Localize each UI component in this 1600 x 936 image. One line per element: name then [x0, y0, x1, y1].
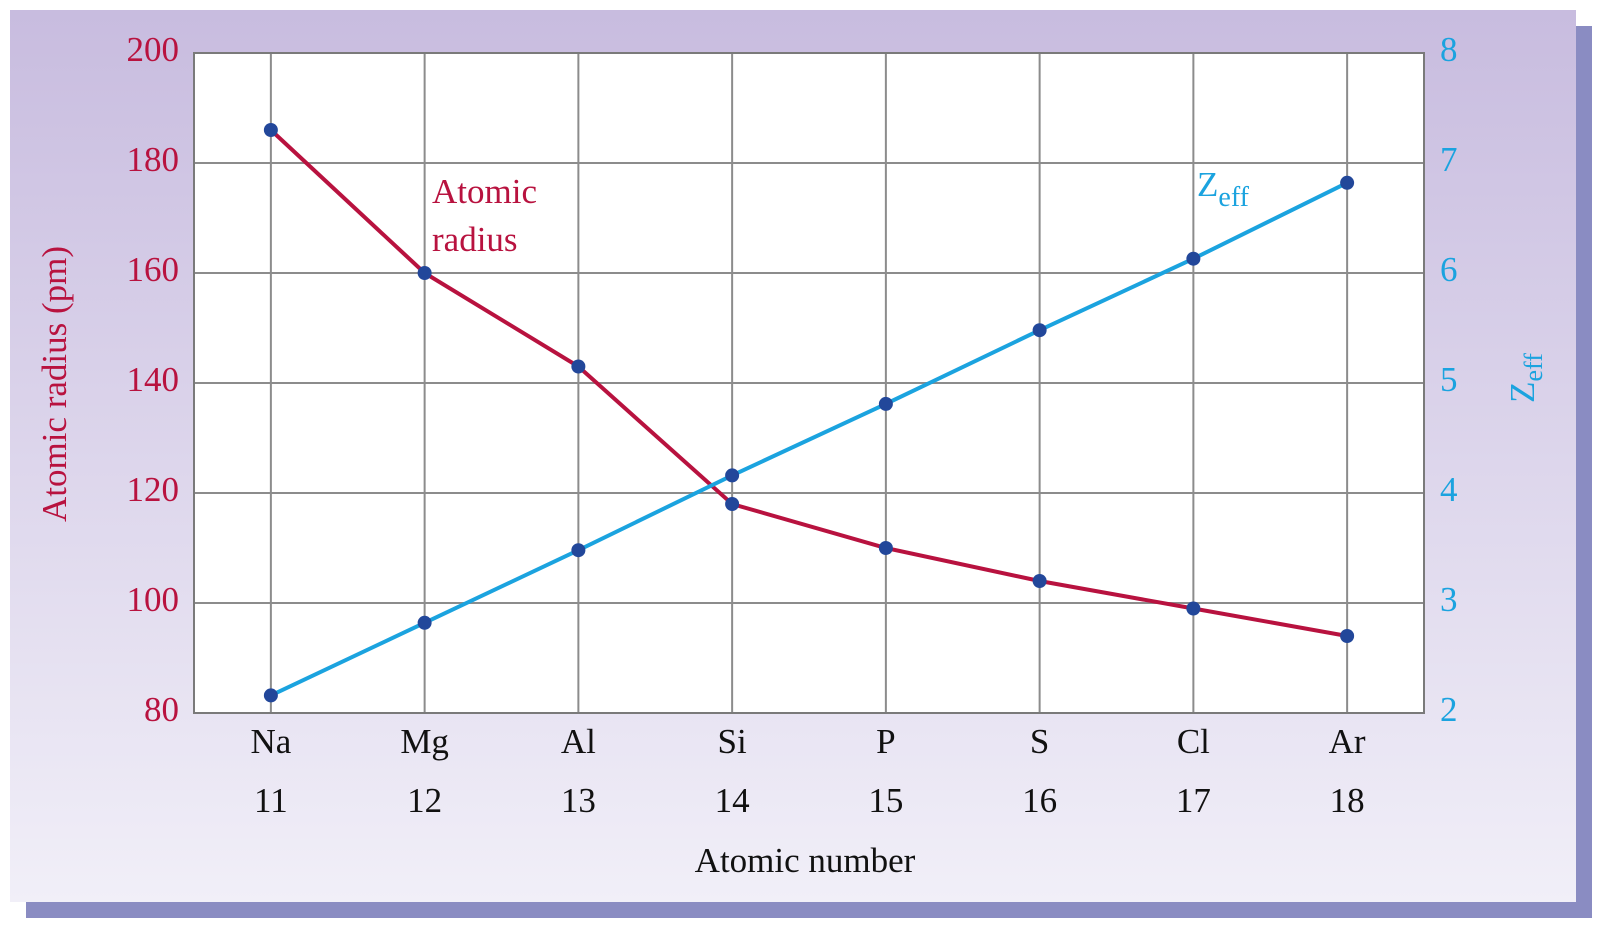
data-point [1340, 175, 1355, 190]
y-tick-label: 120 [127, 470, 180, 509]
data-point [725, 468, 740, 483]
data-point [417, 615, 432, 630]
data-point [417, 266, 432, 280]
x-tick-number: 12 [407, 781, 442, 820]
data-point [1032, 574, 1047, 588]
x-axis-label: Atomic number [695, 841, 916, 880]
x-tick-label: P [876, 722, 895, 761]
plot-layer: 80 100 120 140 160 180 200 2 3 4 5 6 7 8 Na 11 Mg 12 Al 13 S… [35, 30, 1548, 880]
x-tick-label: S [1030, 722, 1049, 761]
data-point [263, 123, 278, 137]
y2-axis-label-main: Z [1503, 382, 1542, 403]
y2-axis-label-sub: eff [1519, 353, 1548, 382]
y2-tick-label: 2 [1440, 690, 1458, 729]
y2-axis-label: Zeff [1503, 353, 1548, 403]
y-tick-label: 140 [127, 360, 180, 399]
y2-tick-label: 5 [1440, 360, 1458, 399]
plot-frame [193, 52, 1425, 714]
y2-tick-label: 3 [1440, 580, 1458, 619]
x-tick-number: 16 [1022, 781, 1057, 820]
y-tick-label: 80 [144, 690, 179, 729]
data-point [1186, 601, 1201, 616]
data-point [725, 497, 740, 511]
y-tick-label: 200 [127, 30, 180, 69]
x-tick-label: Mg [400, 722, 449, 761]
data-point [263, 688, 278, 703]
y2-tick-label: 8 [1440, 30, 1458, 69]
data-point [571, 359, 586, 374]
x-tick-number: 11 [254, 781, 288, 820]
y-tick-label: 160 [127, 250, 180, 289]
x-tick-number: 13 [561, 781, 596, 820]
x-tick-number: 15 [868, 781, 903, 820]
y2-tick-label: 4 [1440, 470, 1458, 509]
y2-tick-label: 6 [1440, 250, 1458, 289]
x-tick-label: Cl [1177, 722, 1210, 761]
x-tick-label: Na [250, 722, 291, 761]
data-point [1032, 323, 1047, 338]
data-point [878, 541, 893, 555]
y-axis-label: Atomic radius (pm) [35, 246, 74, 522]
y-tick-label: 100 [127, 580, 180, 619]
series-annotation-sub: eff [1218, 182, 1249, 213]
x-tick-label: Al [561, 722, 596, 761]
data-point [1340, 629, 1355, 643]
series-annotation: Zeff [1197, 165, 1250, 213]
x-tick-number: 17 [1176, 781, 1211, 820]
series-annotation: Atomic radius [432, 172, 537, 259]
x-tick-label: Ar [1329, 722, 1366, 761]
x-tick-number: 14 [715, 781, 750, 820]
data-point [878, 396, 893, 411]
y2-tick-label: 7 [1440, 140, 1458, 179]
data-point [571, 543, 586, 558]
series-line [269, 128, 1348, 638]
data-point [1186, 251, 1201, 266]
x-tick-label: Si [718, 722, 747, 761]
series-annotation-main: Z [1197, 165, 1218, 204]
series-line [270, 181, 1349, 698]
y-tick-label: 180 [127, 140, 180, 179]
x-tick-number: 18 [1330, 781, 1365, 820]
